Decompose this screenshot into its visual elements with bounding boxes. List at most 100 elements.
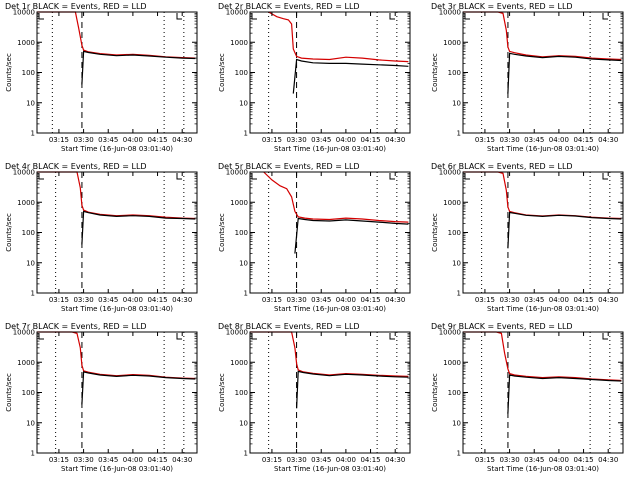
y-tick-label: 1 [457, 450, 461, 458]
x-tick-label: 04:00 [123, 296, 143, 304]
x-tick-label: 03:45 [524, 456, 544, 464]
y-tick-label: 10 [239, 99, 248, 107]
corner-marker [464, 173, 470, 180]
x-axis-label: Start Time (16-Jun-08 03:01:40) [487, 145, 599, 153]
x-axis-label: Start Time (16-Jun-08 03:01:40) [487, 305, 599, 313]
panel-det-2r: Det 2r BLACK = Events, RED = LLD 1 10 100 10… [218, 2, 411, 153]
y-tick-label: 1000 [230, 39, 248, 47]
plot-frame [36, 331, 198, 454]
y-tick-label: 10000 [13, 329, 35, 337]
y-tick-label: 100 [448, 69, 461, 77]
events-series [507, 52, 622, 94]
corner-marker [602, 13, 608, 20]
y-axis-label: Counts/sec [431, 53, 439, 92]
plot-frame [249, 11, 411, 134]
panel-det-1r: Det 1r BLACK = Events, RED = LLD 1 10 100 10… [5, 2, 198, 153]
panel-det-4r: Det 4r BLACK = Events, RED = LLD 1 10 100 10… [5, 162, 198, 313]
y-tick-label: 10000 [439, 9, 461, 17]
panel-title: Det 1r BLACK = Events, RED = LLD [5, 2, 147, 11]
lld-series [37, 11, 196, 59]
corner-marker [464, 333, 470, 340]
y-tick-label: 1 [244, 450, 248, 458]
panel-det-3r: Det 3r BLACK = Events, RED = LLD 1 10 100 10… [431, 2, 624, 153]
x-tick-label: 04:30 [172, 456, 192, 464]
x-tick-label: 03:30 [73, 136, 93, 144]
panel-det-8r: Det 8r BLACK = Events, RED = LLD 1 10 100 10… [218, 322, 411, 473]
x-axis-label: Start Time (16-Jun-08 03:01:40) [274, 465, 386, 473]
corner-marker [38, 173, 44, 180]
x-tick-label: 04:15 [573, 136, 593, 144]
events-series [81, 50, 196, 85]
x-tick-label: 04:30 [598, 456, 618, 464]
y-tick-label: 10 [452, 99, 461, 107]
y-axis-label: Counts/sec [5, 373, 13, 412]
x-tick-label: 03:45 [98, 296, 118, 304]
x-tick-label: 04:00 [336, 296, 356, 304]
events-series [81, 210, 196, 245]
y-tick-label: 1 [457, 130, 461, 138]
corner-marker [389, 13, 395, 20]
lld-series [37, 331, 196, 380]
x-tick-label: 04:30 [598, 136, 618, 144]
corner-marker [176, 173, 182, 180]
x-axis-label: Start Time (16-Jun-08 03:01:40) [274, 305, 386, 313]
x-tick-label: 03:15 [262, 296, 282, 304]
events-series [81, 371, 196, 405]
x-tick-label: 03:45 [311, 136, 331, 144]
panel-title: Det 6r BLACK = Events, RED = LLD [431, 162, 573, 171]
x-tick-label: 03:15 [262, 456, 282, 464]
corner-marker [602, 173, 608, 180]
y-tick-label: 10000 [13, 9, 35, 17]
y-tick-label: 1 [244, 130, 248, 138]
corner-marker [602, 333, 608, 340]
y-tick-label: 10000 [226, 9, 248, 17]
y-axis-label: Counts/sec [431, 373, 439, 412]
x-tick-label: 04:00 [549, 136, 569, 144]
x-tick-label: 04:00 [123, 136, 143, 144]
x-tick-label: 03:15 [49, 296, 69, 304]
corner-marker [251, 13, 257, 20]
x-tick-label: 04:15 [573, 296, 593, 304]
panel-title: Det 9r BLACK = Events, RED = LLD [431, 322, 573, 331]
x-tick-label: 03:30 [73, 456, 93, 464]
x-axis-label: Start Time (16-Jun-08 03:01:40) [61, 305, 173, 313]
x-tick-label: 03:15 [475, 296, 495, 304]
plot-frame [36, 171, 198, 294]
x-tick-label: 03:45 [311, 456, 331, 464]
lld-series [463, 11, 622, 61]
x-axis-label: Start Time (16-Jun-08 03:01:40) [61, 465, 173, 473]
y-tick-label: 10 [26, 419, 35, 427]
corner-marker [176, 13, 182, 20]
x-tick-label: 04:00 [336, 456, 356, 464]
x-tick-label: 04:15 [147, 296, 167, 304]
y-tick-label: 10000 [13, 169, 35, 177]
y-tick-label: 1000 [17, 199, 35, 207]
x-tick-label: 04:15 [360, 296, 380, 304]
x-tick-label: 04:30 [385, 136, 405, 144]
panel-title: Det 2r BLACK = Events, RED = LLD [218, 2, 360, 11]
x-tick-label: 03:45 [98, 136, 118, 144]
y-axis-label: Counts/sec [5, 213, 13, 252]
x-tick-label: 03:15 [475, 456, 495, 464]
events-series [292, 58, 409, 94]
y-tick-label: 10 [452, 259, 461, 267]
x-tick-label: 04:00 [336, 136, 356, 144]
y-tick-label: 1000 [443, 39, 461, 47]
x-tick-label: 04:15 [147, 136, 167, 144]
x-tick-label: 04:15 [360, 456, 380, 464]
y-tick-label: 100 [22, 69, 35, 77]
x-tick-label: 04:30 [385, 296, 405, 304]
plot-frame [462, 331, 624, 454]
x-tick-label: 04:30 [385, 456, 405, 464]
y-tick-label: 1 [31, 450, 35, 458]
y-tick-label: 10 [26, 99, 35, 107]
x-tick-label: 03:30 [73, 296, 93, 304]
x-tick-label: 04:30 [172, 136, 192, 144]
corner-marker [38, 333, 44, 340]
y-axis-label: Counts/sec [218, 213, 226, 252]
events-series [507, 211, 622, 249]
plot-frame [462, 11, 624, 134]
y-tick-label: 10000 [439, 329, 461, 337]
x-tick-label: 03:30 [286, 136, 306, 144]
x-axis-label: Start Time (16-Jun-08 03:01:40) [61, 145, 173, 153]
